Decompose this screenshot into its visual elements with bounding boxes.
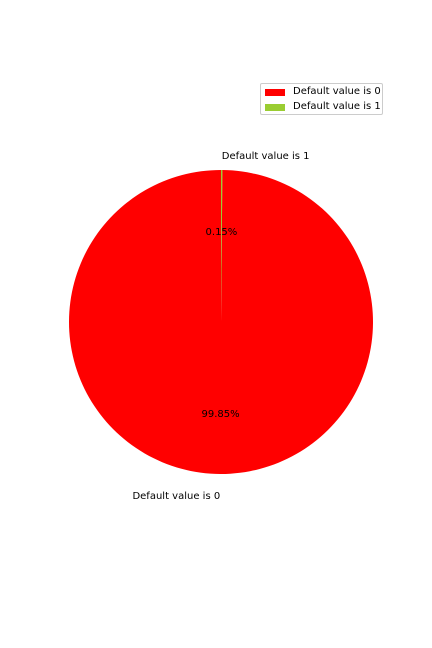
legend-swatch-default-0: [265, 88, 285, 96]
slice-percent-default-0: 99.85%: [201, 409, 239, 420]
slice-label-default-0: Default value is 0: [132, 491, 220, 502]
legend-item-default-1: Default value is 1: [265, 101, 381, 113]
slices-layer: [69, 170, 374, 474]
legend-swatch-default-1: [265, 103, 285, 111]
pie-slice-default-0: [69, 170, 374, 474]
legend-item-default-0: Default value is 0: [265, 86, 381, 98]
slice-percent-default-1: 0.15%: [206, 227, 238, 238]
legend-label-default-1: Default value is 1: [293, 101, 381, 112]
legend: Default value is 0 Default value is 1: [260, 83, 383, 115]
pie-slice-default-1: [221, 170, 223, 322]
legend-label-default-0: Default value is 0: [293, 86, 381, 97]
labels-layer: Default value is 0 Default value is 1 99…: [132, 151, 309, 502]
slice-label-default-1: Default value is 1: [222, 151, 310, 162]
